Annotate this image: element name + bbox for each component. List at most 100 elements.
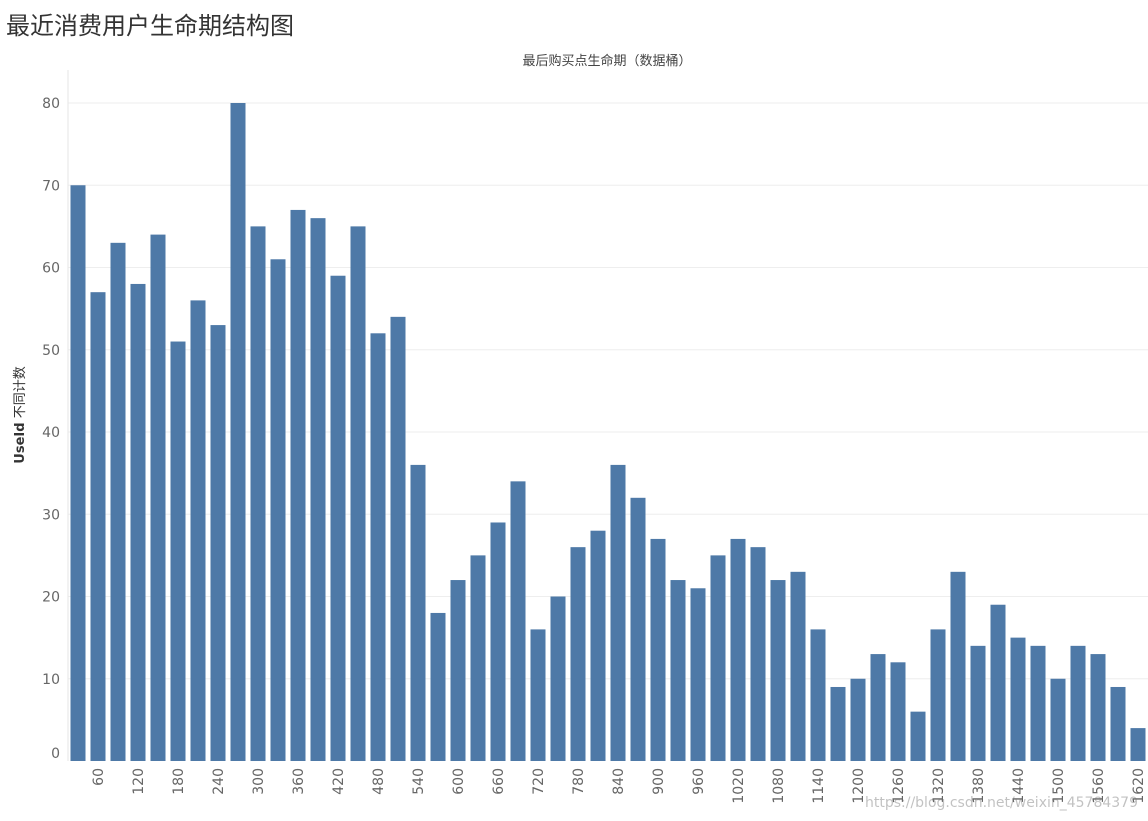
bar: [970, 645, 986, 761]
bar: [630, 497, 646, 761]
bar: [870, 654, 886, 761]
bar: [70, 185, 86, 761]
watermark: https://blog.csdn.net/weixin_45784379: [864, 795, 1138, 811]
bar: [1130, 728, 1146, 761]
bar: [390, 316, 406, 761]
bar: [1030, 645, 1046, 761]
bar: [770, 580, 786, 761]
y-tick-label: 80: [42, 96, 60, 112]
bar: [690, 588, 706, 761]
y-tick-label: 60: [42, 261, 60, 277]
bar: [230, 103, 246, 761]
x-tick-label: 480: [371, 768, 387, 795]
x-tick-label: 420: [331, 768, 347, 795]
bar: [530, 629, 546, 761]
bar: [90, 292, 106, 761]
y-tick-label: 40: [42, 425, 60, 441]
bar: [290, 209, 306, 761]
bar: [1110, 686, 1126, 761]
x-tick-label: 660: [491, 768, 507, 795]
x-tick-label: 1620: [1131, 768, 1147, 804]
page-title: 最近消费用户生命期结构图: [6, 12, 294, 40]
y-tick-label: 70: [42, 178, 60, 194]
x-tick-label: 1500: [1051, 768, 1067, 804]
x-ticks: 60 120 180 240 300 360 420 480 540 600 660 720 780 84…: [91, 768, 1147, 804]
bar: [170, 341, 186, 761]
bar: [850, 678, 866, 761]
y-axis-label-field: UseId: [13, 422, 28, 463]
x-tick-label: 960: [691, 768, 707, 795]
chart-title: 最后购买点生命期（数据桶）: [522, 53, 691, 69]
bar: [250, 226, 266, 762]
y-tick-label: 10: [42, 672, 60, 688]
bar: [950, 571, 966, 761]
bar: [610, 464, 626, 761]
x-tick-label: 1140: [811, 768, 827, 804]
bar: [450, 580, 466, 761]
bar: [470, 555, 486, 762]
y-axis-label-measure: 不同计数: [13, 366, 28, 422]
x-tick-label: 900: [651, 768, 667, 795]
x-tick-label: 540: [411, 768, 427, 795]
x-tick-label: 1260: [891, 768, 907, 804]
bar: [310, 218, 326, 761]
bar: [570, 547, 586, 761]
bar: [990, 604, 1006, 762]
bar: [110, 242, 126, 761]
bars: [70, 103, 1146, 762]
bar: [1090, 654, 1106, 761]
bar: [650, 538, 666, 761]
y-tick-label: 0: [51, 746, 60, 762]
gridlines: [68, 102, 1148, 680]
x-tick-label: 840: [611, 768, 627, 795]
bar: [890, 662, 906, 761]
y-ticks: 0 10 20 30 40 50 60 70 80: [42, 96, 60, 762]
x-tick-label: 360: [291, 768, 307, 795]
bar: [210, 325, 226, 761]
bar: [370, 333, 386, 761]
x-tick-label: 300: [251, 768, 267, 795]
x-tick-label: 1320: [931, 768, 947, 804]
bar: [830, 686, 846, 761]
x-tick-label: 60: [91, 768, 107, 786]
bar: [410, 464, 426, 761]
bar: [430, 612, 446, 761]
x-tick-label: 1020: [731, 768, 747, 804]
bar: [150, 234, 166, 762]
bar: [190, 300, 206, 761]
x-tick-label: 1440: [1011, 768, 1027, 804]
bar: [590, 530, 606, 761]
x-tick-label: 240: [211, 768, 227, 795]
bar: [330, 275, 346, 761]
bar: [130, 283, 146, 761]
bar: [1010, 637, 1026, 762]
y-tick-label: 30: [42, 507, 60, 523]
y-tick-label: 20: [42, 590, 60, 606]
bar: [550, 596, 566, 761]
bar: [790, 571, 806, 761]
bar: [710, 555, 726, 762]
x-tick-label: 600: [451, 768, 467, 795]
bar: [1070, 645, 1086, 761]
x-tick-label: 180: [171, 768, 187, 795]
x-tick-label: 1080: [771, 768, 787, 804]
bar: [930, 629, 946, 761]
bar: [730, 538, 746, 761]
bar: [510, 481, 526, 761]
bar: [270, 259, 286, 761]
x-tick-label: 720: [531, 768, 547, 795]
x-tick-label: 1380: [971, 768, 987, 804]
bar: [910, 711, 926, 761]
x-tick-label: 1200: [851, 768, 867, 804]
bar: [670, 580, 686, 761]
bar: [490, 522, 506, 761]
bar: [1050, 678, 1066, 761]
x-tick-label: 780: [571, 768, 587, 795]
bar: [350, 226, 366, 762]
bar: [750, 547, 766, 761]
y-axis-label: UseId 不同计数: [13, 366, 28, 463]
y-tick-label: 50: [42, 343, 60, 359]
x-tick-label: 1560: [1091, 768, 1107, 804]
x-tick-label: 120: [131, 768, 147, 795]
